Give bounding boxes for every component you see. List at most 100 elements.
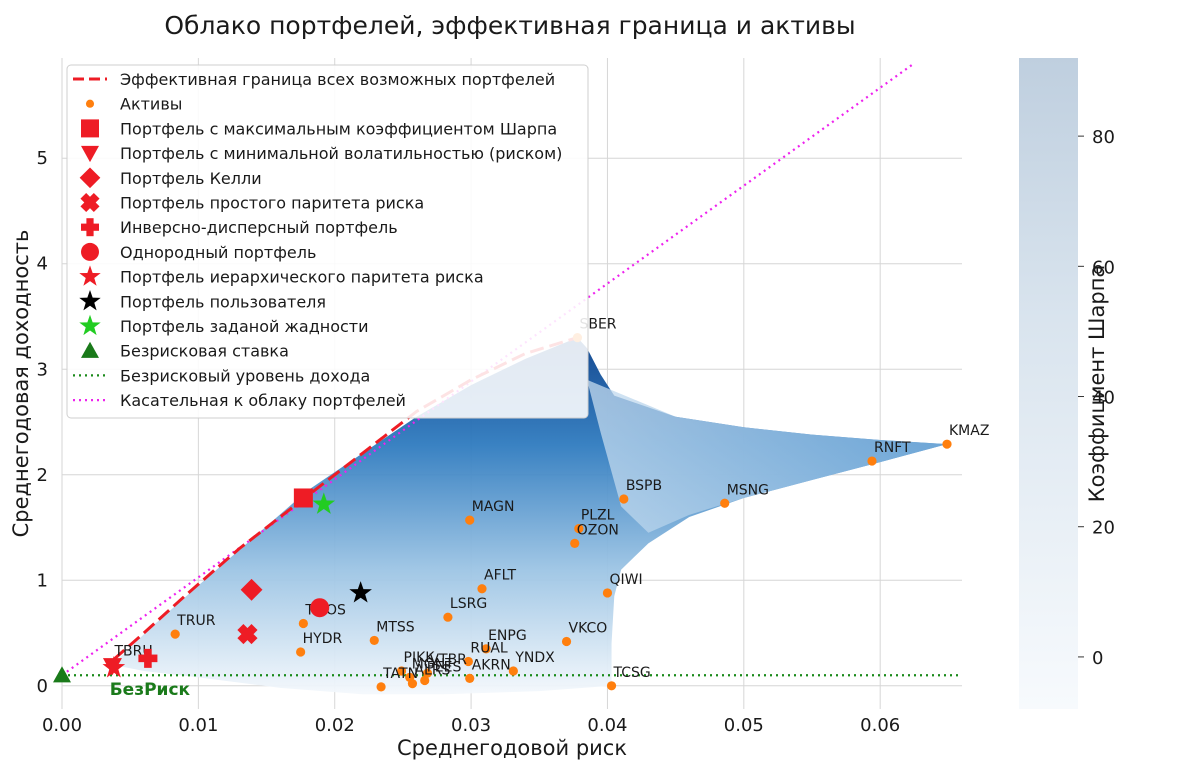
max-sharpe-portfolio-marker xyxy=(293,488,313,508)
asset-label: MSNG xyxy=(727,482,769,498)
legend-marker xyxy=(81,119,99,138)
legend-label: Касательная к облаку портфелей xyxy=(120,391,406,410)
legend-item: Инверсно-дисперсный портфель xyxy=(120,218,398,237)
asset-point xyxy=(443,612,453,622)
legend-marker xyxy=(85,99,95,108)
asset-label: TATN xyxy=(382,666,418,682)
legend-marker xyxy=(79,314,101,336)
legend-item: Портфель иерархического паритета риска xyxy=(120,268,484,287)
colorbar-tick-label: 60 xyxy=(1092,257,1115,278)
asset-label: RUAL xyxy=(470,641,508,657)
risk-parity-portfolio-marker-bar xyxy=(237,624,258,645)
x-tick-label: 0.05 xyxy=(724,715,764,736)
legend-label: Портфель иерархического паритета риска xyxy=(120,268,484,287)
colorbar-tick-label: 0 xyxy=(1092,648,1103,669)
legend-label: Портфель заданой жадности xyxy=(120,317,369,336)
legend-marker xyxy=(80,192,100,213)
asset-label: ENPG xyxy=(488,628,527,644)
legend-box xyxy=(66,64,589,419)
legend-item: Портфель пользователя xyxy=(120,292,326,311)
legend-label: Портфель с минимальной волатильностью (р… xyxy=(120,144,562,163)
asset-point xyxy=(720,498,730,508)
asset-label: BSPB xyxy=(626,478,662,494)
asset-label: MAGN xyxy=(472,499,515,515)
x-tick-label: 0.00 xyxy=(42,715,82,736)
legend-item: Портфель с максимальным коэффициентом Ша… xyxy=(120,119,557,138)
colorbar-tick-label: 80 xyxy=(1092,127,1115,148)
legend-item: Безрисковая ставка xyxy=(120,342,289,361)
asset-label: SBER xyxy=(579,317,616,333)
asset-point xyxy=(396,666,407,676)
asset-label: OZON xyxy=(577,522,619,538)
legend-item: Портфель заданой жадности xyxy=(120,317,369,336)
legend-label: Безрисковый уровень дохода xyxy=(120,366,370,385)
risk-free-label: БезРиск xyxy=(110,680,191,700)
asset-label: HYDR xyxy=(303,631,343,647)
y-tick-label: 4 xyxy=(37,254,48,275)
legend-marker xyxy=(79,290,101,311)
asset-point xyxy=(422,668,433,678)
inverse-variance-portfolio-marker-bar xyxy=(144,648,152,668)
colorbar-tick-label: 40 xyxy=(1092,388,1115,409)
asset-label: FEES xyxy=(427,660,462,676)
asset-point xyxy=(376,682,386,692)
legend-marker xyxy=(81,218,99,237)
asset-label: ALRS xyxy=(414,663,450,679)
portfolio-cloud-wing xyxy=(587,379,947,533)
asset-label: PLZL xyxy=(581,508,615,524)
greed-portfolio-marker xyxy=(312,492,336,514)
tangent-line xyxy=(61,62,915,677)
asset-label: TCSG xyxy=(613,665,651,681)
legend-label: Портфель пользователя xyxy=(120,292,326,311)
asset-point xyxy=(867,456,877,466)
asset-point xyxy=(477,584,487,594)
asset-point xyxy=(942,439,952,449)
legend-marker xyxy=(81,341,99,358)
legend-item: Безрисковый уровень дохода xyxy=(73,366,370,385)
x-tick-label: 0.06 xyxy=(860,715,900,736)
y-axis-label: Среднегодовая доходность xyxy=(9,230,33,538)
asset-label: MGNT xyxy=(412,656,454,672)
uniform-portfolio-marker xyxy=(310,598,330,618)
kelly-portfolio-marker xyxy=(240,578,263,601)
hrp-portfolio-marker xyxy=(102,655,126,678)
asset-point xyxy=(298,618,308,629)
asset-point xyxy=(619,494,629,504)
asset-label: YNDX xyxy=(514,650,555,666)
asset-point xyxy=(570,538,580,548)
risk-free-rate-marker xyxy=(53,666,71,683)
legend-item: Портфель простого паритета риска xyxy=(120,194,424,213)
asset-point xyxy=(606,681,617,691)
x-tick-label: 0.02 xyxy=(315,715,355,736)
asset-point xyxy=(407,679,418,689)
asset-label: QIWI xyxy=(609,572,642,588)
legend-marker xyxy=(79,167,101,189)
x-tick-label: 0.03 xyxy=(451,715,491,736)
risk-parity-portfolio-marker xyxy=(237,624,258,645)
legend-label: Портфель с максимальным коэффициентом Ша… xyxy=(120,119,557,138)
asset-point xyxy=(561,636,572,647)
legend-label: Инверсно-дисперсный портфель xyxy=(120,218,398,237)
legend-item: Портфель с минимальной волатильностью (р… xyxy=(120,144,562,163)
asset-label: AFLT xyxy=(484,568,517,584)
legend-item: Касательная к облаку портфелей xyxy=(73,391,406,410)
asset-label: LSRG xyxy=(450,596,487,612)
y-tick-label: 1 xyxy=(37,570,48,591)
asset-point xyxy=(170,629,180,639)
asset-point xyxy=(481,644,491,654)
chart-title: Облако портфелей, эффективная граница и … xyxy=(164,11,855,40)
legend-label: Портфель Келли xyxy=(120,169,262,188)
legend-marker-bar xyxy=(86,218,94,237)
legend-item: Однородный портфель xyxy=(120,243,316,262)
asset-label: VTBR xyxy=(429,652,467,668)
legend-label: Однородный портфель xyxy=(120,243,316,262)
asset-point xyxy=(465,515,475,525)
asset-point xyxy=(463,656,473,667)
legend-marker xyxy=(81,242,99,261)
legend-label: Портфель простого паритета риска xyxy=(120,194,424,213)
x-tick-label: 0.04 xyxy=(587,715,627,736)
legend-label: Активы xyxy=(120,95,182,114)
legend: Эффективная граница всех возможных портф… xyxy=(66,64,589,419)
legend-label: Безрисковая ставка xyxy=(120,342,289,361)
